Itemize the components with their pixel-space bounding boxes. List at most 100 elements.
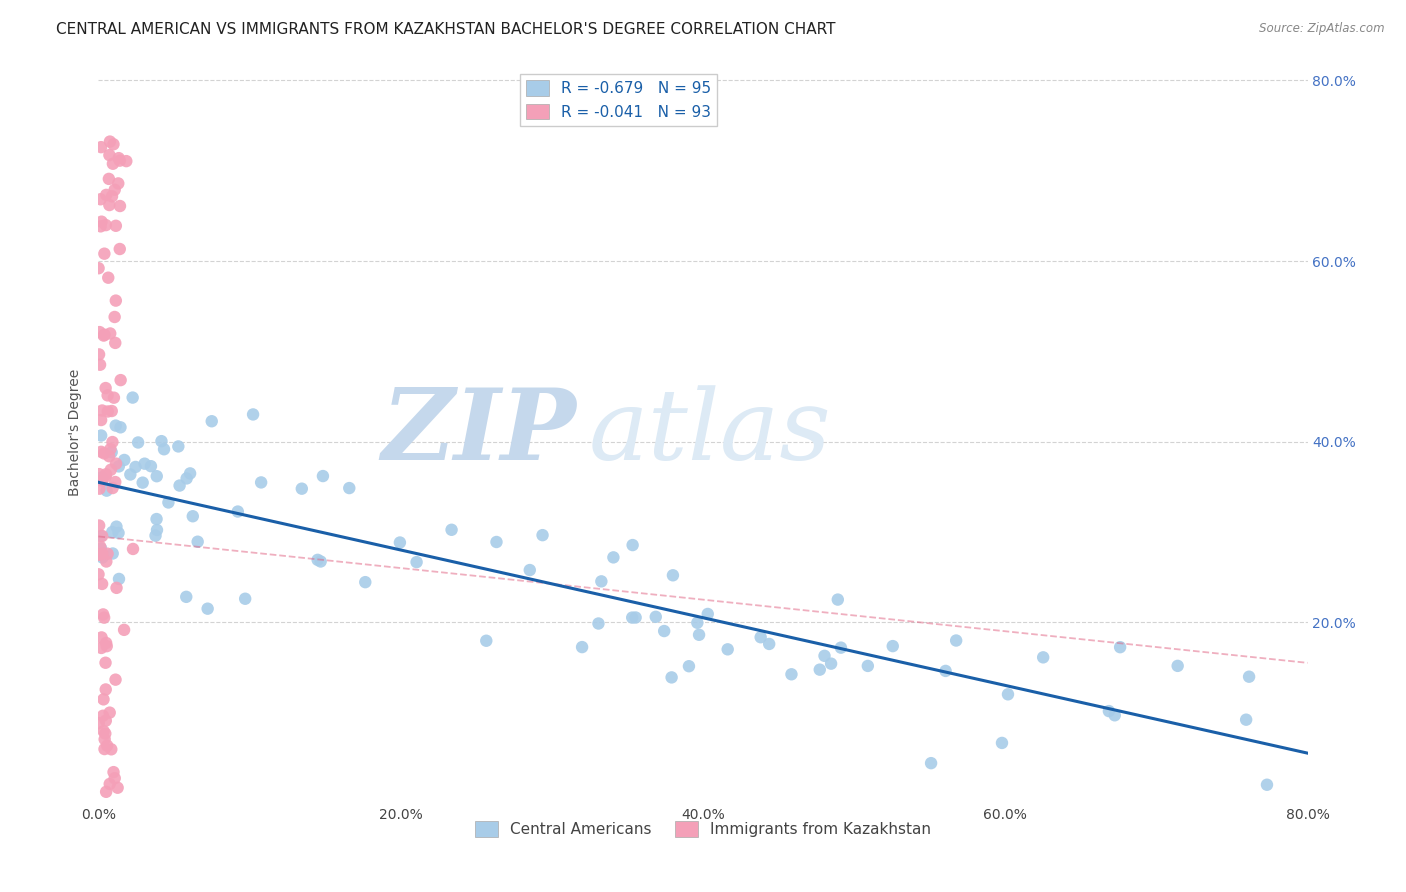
Point	[145, 512, 167, 526]
Point	[250, 475, 273, 490]
Point	[89, 325, 111, 339]
Point	[107, 525, 129, 540]
Point	[945, 633, 967, 648]
Text: atlas: atlas	[588, 385, 831, 480]
Point	[644, 609, 666, 624]
Point	[90, 631, 112, 645]
Point	[98, 777, 121, 791]
Point	[354, 575, 377, 590]
Point	[89, 467, 111, 482]
Point	[96, 639, 118, 653]
Point	[1032, 650, 1054, 665]
Point	[485, 535, 508, 549]
Point	[571, 640, 593, 654]
Point	[89, 482, 111, 496]
Point	[101, 435, 124, 450]
Point	[90, 219, 112, 234]
Text: Source: ZipAtlas.com: Source: ZipAtlas.com	[1260, 22, 1385, 36]
Point	[1234, 713, 1257, 727]
Point	[108, 242, 131, 256]
Point	[94, 469, 117, 483]
Point	[813, 648, 835, 663]
Point	[97, 270, 120, 285]
Point	[100, 742, 122, 756]
Point	[758, 637, 780, 651]
Point	[169, 478, 191, 492]
Point	[101, 547, 124, 561]
Point	[1167, 658, 1189, 673]
Point	[91, 607, 114, 622]
Point	[90, 529, 112, 543]
Point	[104, 310, 127, 324]
Point	[91, 708, 114, 723]
Point	[94, 726, 117, 740]
Point	[808, 663, 831, 677]
Point	[197, 601, 219, 615]
Point	[101, 524, 124, 539]
Point	[104, 475, 127, 489]
Point	[139, 459, 162, 474]
Point	[89, 548, 111, 562]
Point	[98, 148, 121, 162]
Point	[103, 391, 125, 405]
Point	[591, 574, 613, 589]
Point	[157, 495, 180, 509]
Point	[90, 640, 112, 655]
Point	[167, 439, 190, 453]
Point	[97, 404, 120, 418]
Point	[830, 640, 852, 655]
Point	[94, 218, 117, 232]
Point	[91, 550, 114, 565]
Point	[98, 706, 121, 720]
Point	[93, 327, 115, 342]
Point	[98, 198, 121, 212]
Point	[94, 467, 117, 482]
Point	[110, 420, 132, 434]
Point	[104, 771, 127, 785]
Point	[124, 459, 146, 474]
Text: CENTRAL AMERICAN VS IMMIGRANTS FROM KAZAKHSTAN BACHELOR'S DEGREE CORRELATION CHA: CENTRAL AMERICAN VS IMMIGRANTS FROM KAZA…	[56, 22, 835, 37]
Point	[307, 553, 329, 567]
Point	[94, 682, 117, 697]
Point	[475, 633, 498, 648]
Point	[90, 215, 112, 229]
Point	[105, 457, 128, 471]
Point	[201, 414, 224, 428]
Point	[145, 469, 167, 483]
Point	[187, 534, 209, 549]
Point	[105, 581, 128, 595]
Point	[91, 470, 114, 484]
Point	[90, 445, 112, 459]
Point	[104, 293, 127, 308]
Point	[291, 482, 314, 496]
Point	[621, 610, 644, 624]
Point	[96, 187, 118, 202]
Point	[90, 413, 112, 427]
Point	[602, 550, 624, 565]
Point	[108, 459, 131, 474]
Point	[89, 518, 111, 533]
Point	[94, 785, 117, 799]
Point	[87, 716, 110, 731]
Point	[87, 548, 110, 562]
Point	[179, 467, 201, 481]
Point	[337, 481, 360, 495]
Point	[103, 137, 125, 152]
Point	[107, 780, 129, 795]
Point	[122, 541, 145, 556]
Point	[920, 756, 942, 771]
Point	[115, 154, 138, 169]
Point	[107, 177, 129, 191]
Point	[97, 547, 120, 561]
Point	[827, 592, 849, 607]
Point	[108, 153, 131, 168]
Point	[98, 326, 121, 341]
Point	[104, 219, 127, 233]
Point	[176, 471, 198, 485]
Point	[87, 261, 110, 276]
Point	[1256, 778, 1278, 792]
Point	[688, 628, 710, 642]
Point	[652, 624, 675, 638]
Point	[131, 475, 153, 490]
Point	[696, 607, 718, 621]
